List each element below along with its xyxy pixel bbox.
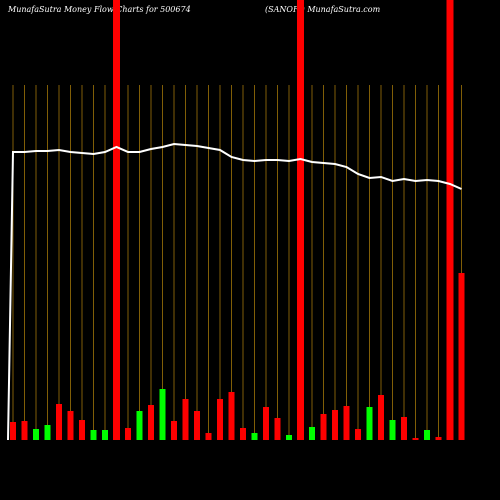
highlight-bar	[113, 0, 120, 440]
bar	[159, 389, 166, 440]
bar	[90, 430, 97, 440]
bar	[274, 418, 281, 440]
bar	[389, 420, 396, 440]
bar	[401, 417, 407, 440]
bar	[332, 410, 338, 440]
bar	[435, 437, 442, 440]
highlight-bar	[446, 0, 454, 440]
bar	[21, 421, 28, 440]
bar	[263, 407, 269, 440]
bar	[217, 399, 223, 440]
bar	[343, 406, 350, 440]
bar	[10, 422, 16, 440]
bar	[286, 435, 292, 440]
bar	[424, 430, 430, 440]
bar	[171, 421, 177, 440]
bar	[240, 428, 246, 440]
bar	[194, 411, 200, 440]
bar	[56, 404, 62, 440]
money-flow-line	[7, 142, 462, 441]
bar	[458, 273, 465, 440]
bar	[148, 405, 154, 440]
bar	[136, 411, 143, 440]
bar	[251, 433, 258, 440]
bar	[125, 428, 131, 440]
chart-title: MunafaSutra Money Flow Charts for 500674	[7, 5, 191, 14]
bar	[79, 420, 85, 440]
bar	[228, 392, 235, 440]
bar	[33, 429, 39, 440]
bar	[309, 427, 315, 440]
bar	[182, 399, 189, 440]
bar	[412, 438, 419, 440]
bar	[205, 433, 212, 440]
bar	[366, 407, 373, 440]
chart-subtitle: (SANOFI) MunafaSutra.com	[265, 5, 381, 14]
bar	[355, 429, 361, 440]
bar	[378, 395, 384, 440]
highlight-bar	[297, 0, 304, 440]
bar	[320, 414, 327, 440]
bar	[44, 425, 51, 440]
bar	[102, 430, 108, 440]
bar	[67, 411, 74, 440]
